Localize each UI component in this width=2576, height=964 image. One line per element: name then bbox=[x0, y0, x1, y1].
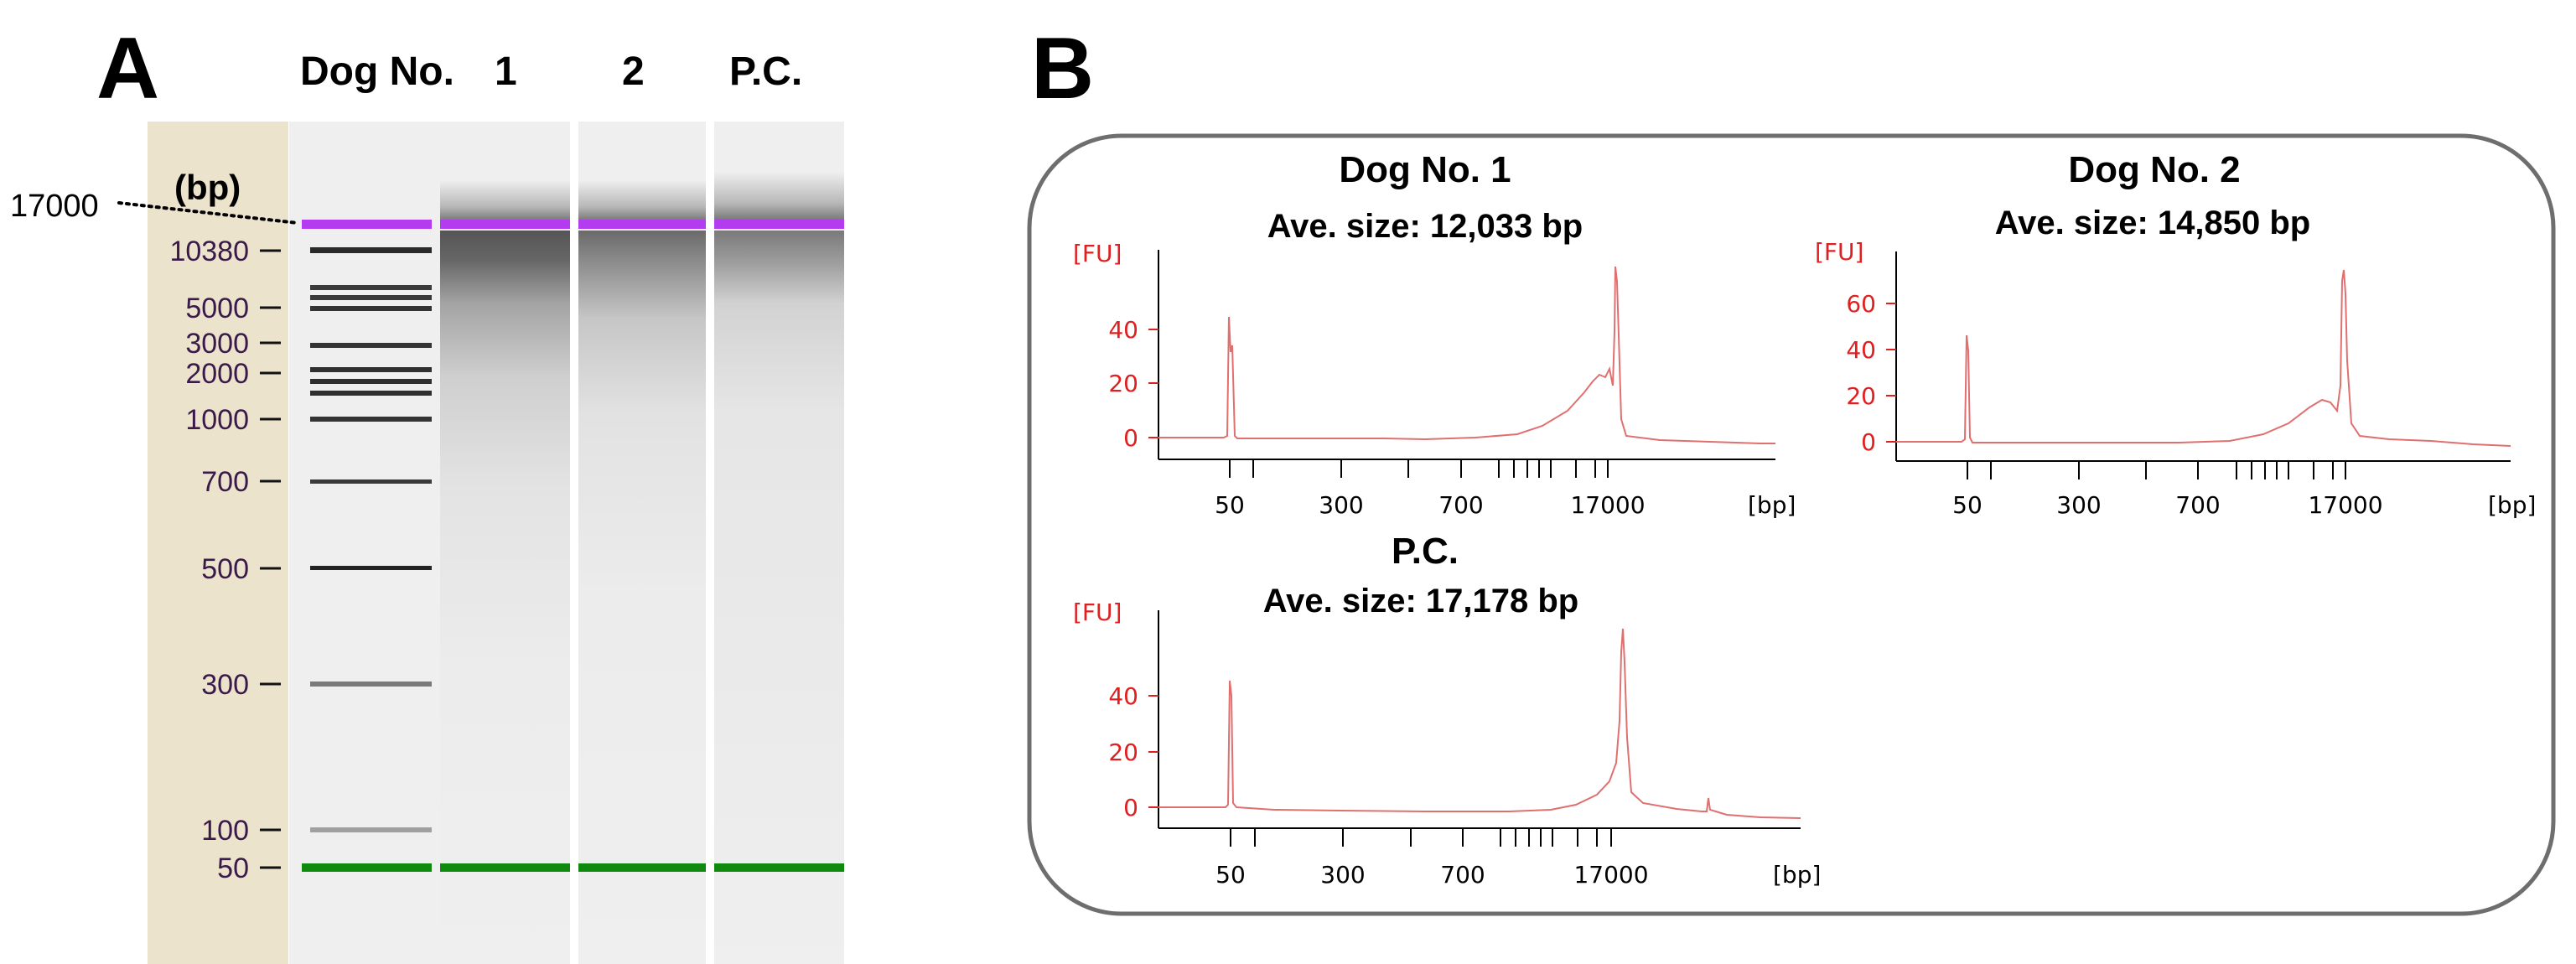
upper-marker-band bbox=[578, 220, 706, 229]
y-tick-label: 20 bbox=[1108, 739, 1138, 766]
electropherogram-dog-1: [FU] 0 20 40 50 bbox=[1073, 240, 1796, 519]
y-tick-label: 40 bbox=[1108, 682, 1138, 710]
lower-marker-band bbox=[578, 863, 706, 872]
lower-marker-band bbox=[714, 863, 844, 872]
x-tick-label: 17000 bbox=[2308, 491, 2382, 519]
x-tick-label: 700 bbox=[1438, 491, 1483, 519]
ladder-label: 10380 bbox=[169, 236, 249, 267]
sample-lane-2 bbox=[578, 180, 706, 964]
ladder-band bbox=[310, 827, 432, 832]
ladder-labels: 10380 5000 3000 2000 1000 700 500 300 10… bbox=[169, 236, 249, 884]
ladder-band bbox=[310, 479, 432, 484]
panel-b-border bbox=[1027, 133, 2556, 916]
lane-header-pc: P.C. bbox=[729, 49, 803, 94]
ladder-label: 500 bbox=[201, 553, 249, 585]
y-tick-label: 0 bbox=[1123, 424, 1138, 452]
ladder-band bbox=[310, 682, 432, 687]
ladder-band bbox=[310, 391, 432, 396]
y-tick-label: 40 bbox=[1108, 316, 1138, 344]
upper-marker-band bbox=[440, 220, 570, 229]
ladder-band bbox=[310, 417, 432, 422]
x-unit-label: [bp] bbox=[2488, 491, 2536, 519]
y-tick-label: 20 bbox=[1846, 382, 1876, 410]
trace-line bbox=[1158, 266, 1775, 444]
y-tick-label: 60 bbox=[1846, 290, 1876, 318]
ladder-band bbox=[310, 306, 432, 311]
x-tick-label: 50 bbox=[1215, 861, 1246, 889]
ladder-label-background bbox=[148, 122, 288, 964]
y-axis-label: [FU] bbox=[1815, 238, 1863, 266]
ladder-lane bbox=[310, 247, 432, 832]
y-tick-label: 0 bbox=[1123, 794, 1138, 821]
x-tick-label: 300 bbox=[1320, 861, 1365, 889]
x-tick-label: 50 bbox=[1215, 491, 1245, 519]
x-tick-label: 17000 bbox=[1573, 861, 1648, 889]
plot-title: P.C. bbox=[1392, 531, 1459, 572]
lane-header-2: 2 bbox=[622, 49, 645, 94]
x-tick-label: 50 bbox=[1952, 491, 1983, 519]
ladder-label: 700 bbox=[201, 466, 249, 498]
ladder-label: 5000 bbox=[185, 293, 249, 324]
x-unit-label: [bp] bbox=[1748, 491, 1796, 519]
x-unit-label: [bp] bbox=[1773, 861, 1821, 889]
y-tick-label: 40 bbox=[1846, 336, 1876, 364]
ladder-ticks bbox=[260, 249, 281, 869]
x-tick-label: 700 bbox=[1440, 861, 1485, 889]
ladder-label: 50 bbox=[217, 853, 249, 884]
ladder-label: 3000 bbox=[185, 328, 249, 360]
plot-title: Dog No. 2 bbox=[2068, 149, 2241, 190]
ladder-band bbox=[310, 295, 432, 300]
ladder-band bbox=[310, 379, 432, 384]
x-tick-label: 300 bbox=[2056, 491, 2101, 519]
y-axis-label: [FU] bbox=[1073, 599, 1122, 626]
lane-header-1: 1 bbox=[495, 49, 517, 94]
electropherogram-dog-2: [FU] 0 20 40 60 bbox=[1815, 238, 2536, 519]
x-tick-label: 300 bbox=[1319, 491, 1363, 519]
upper-marker-band bbox=[714, 220, 844, 229]
x-tick-label: 17000 bbox=[1570, 491, 1645, 519]
x-tick-label: 700 bbox=[2175, 491, 2220, 519]
plot-subtitle: Ave. size: 12,033 bp bbox=[1267, 208, 1583, 245]
gel-image bbox=[148, 122, 844, 964]
trace-line bbox=[1896, 269, 2511, 447]
trace-line bbox=[1158, 628, 1801, 819]
panel-b-letter: B bbox=[1031, 20, 1095, 117]
ladder-band bbox=[310, 285, 432, 290]
upper-marker-band bbox=[302, 220, 432, 229]
lane-header-label: Dog No. bbox=[300, 49, 454, 94]
unit-label: (bp) bbox=[174, 168, 241, 207]
ladder-band bbox=[310, 247, 432, 253]
y-tick-label: 0 bbox=[1861, 428, 1876, 456]
electropherogram-pc: [FU] 0 20 40 50 bbox=[1073, 599, 1821, 889]
ladder-band bbox=[310, 566, 432, 570]
marker-pointer-line bbox=[117, 201, 299, 225]
ladder-band bbox=[310, 343, 432, 348]
lower-marker-band bbox=[302, 863, 432, 872]
plot-title: Dog No. 1 bbox=[1339, 149, 1511, 190]
panel-a-letter: A bbox=[96, 20, 160, 117]
y-axis-label: [FU] bbox=[1073, 240, 1122, 267]
sample-lane-3 bbox=[714, 172, 844, 964]
ladder-label: 2000 bbox=[185, 358, 249, 390]
plot-subtitle: Ave. size: 14,850 bp bbox=[1994, 205, 2311, 241]
y-tick-label: 20 bbox=[1108, 370, 1138, 397]
plot-subtitle: Ave. size: 17,178 bp bbox=[1262, 583, 1579, 619]
ladder-label: 1000 bbox=[185, 404, 249, 436]
sample-lane-1 bbox=[440, 180, 570, 964]
ladder-label: 100 bbox=[201, 815, 249, 847]
pointer-label: 17000 bbox=[10, 189, 99, 224]
ladder-band bbox=[310, 367, 432, 372]
lower-marker-band bbox=[440, 863, 570, 872]
ladder-label: 300 bbox=[201, 669, 249, 701]
